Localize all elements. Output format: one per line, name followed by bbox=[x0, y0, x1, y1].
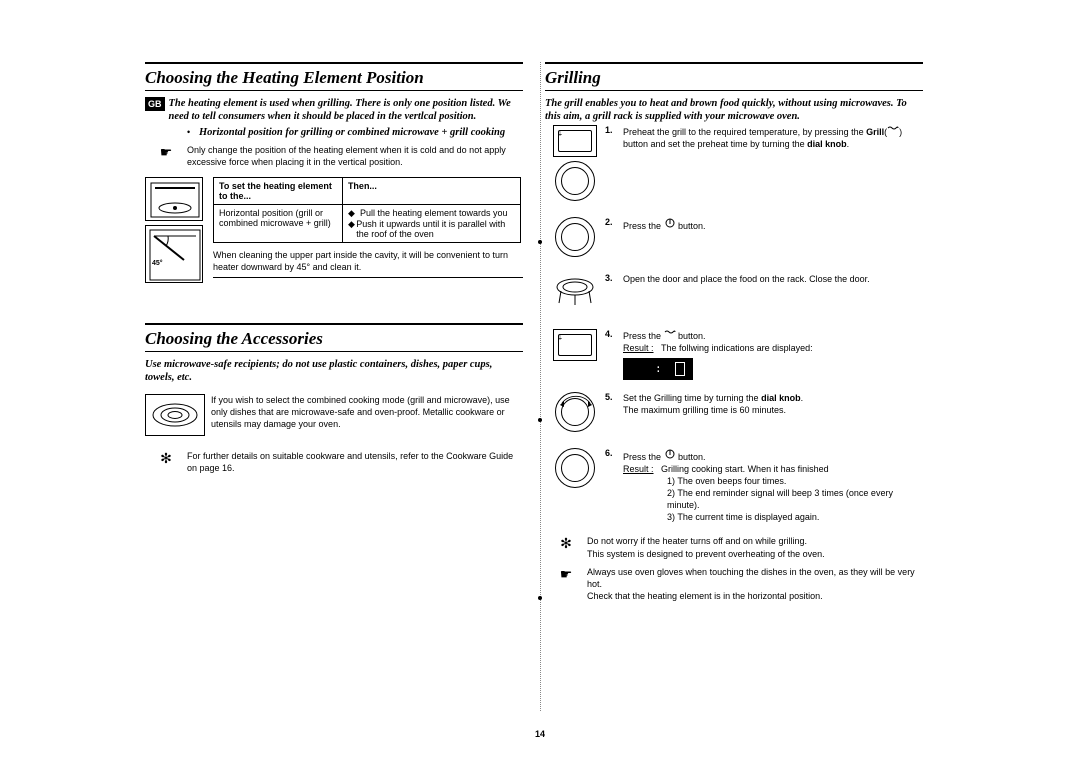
heating-element-title: Choosing the Heating Element Position bbox=[145, 68, 523, 88]
table-cell-action: ◆Pull the heating element towards you ◆P… bbox=[342, 204, 520, 242]
info-icon: ✻ bbox=[545, 535, 587, 550]
heating-position-table: To set the heating element to the... The… bbox=[213, 177, 521, 243]
heating-bullet: • Horizontal position for grilling or co… bbox=[187, 127, 523, 138]
step-number: 5. bbox=[605, 392, 623, 436]
grilling-note-2: Always use oven gloves when touching the… bbox=[587, 566, 923, 602]
heating-intro: The heating element is used when grillin… bbox=[169, 97, 524, 123]
lcd-display: : bbox=[623, 358, 693, 380]
start-icon bbox=[664, 217, 676, 227]
grill-panel-figure: ⏚ bbox=[553, 125, 597, 157]
cut-mark bbox=[538, 596, 542, 600]
column-divider bbox=[540, 62, 541, 711]
page-number: 14 bbox=[0, 729, 1080, 739]
oven-45deg-figure: 45° bbox=[145, 225, 203, 283]
accessories-title: Choosing the Accessories bbox=[145, 329, 523, 349]
hand-icon: ☛ bbox=[545, 566, 587, 581]
angle-label: 45° bbox=[152, 260, 163, 267]
start-button-figure bbox=[555, 217, 595, 257]
step-3-text: Open the door and place the food on the … bbox=[623, 273, 923, 317]
gb-badge: GB bbox=[145, 97, 165, 111]
info-icon: ✻ bbox=[145, 450, 187, 465]
start-button-figure bbox=[555, 448, 595, 488]
table-cell-position: Horizontal position (grill or combined m… bbox=[214, 204, 343, 242]
dial-figure bbox=[555, 392, 595, 432]
grill-icon bbox=[887, 125, 899, 135]
table-header-position: To set the heating element to the... bbox=[214, 177, 343, 204]
accessories-intro: Use microwave-safe recipients; do not us… bbox=[145, 358, 523, 384]
right-column: Grilling The grill enables you to heat a… bbox=[545, 62, 923, 608]
step-number: 4. bbox=[605, 329, 623, 379]
grilling-note-1: Do not worry if the heater turns off and… bbox=[587, 535, 923, 559]
cut-mark bbox=[538, 240, 542, 244]
grilling-title: Grilling bbox=[545, 68, 923, 88]
turntable-figure bbox=[145, 394, 205, 436]
grill-panel-figure: ⏚ bbox=[553, 329, 597, 361]
step-number: 6. bbox=[605, 448, 623, 524]
step-6-text: Press the button. Result : Grilling cook… bbox=[623, 448, 923, 524]
hand-icon: ☛ bbox=[145, 144, 187, 159]
step-number: 1. bbox=[605, 125, 623, 205]
rack-figure bbox=[553, 273, 597, 313]
start-icon bbox=[664, 448, 676, 458]
cut-mark bbox=[538, 418, 542, 422]
dial-figure bbox=[555, 161, 595, 201]
step-1-text: Preheat the grill to the required temper… bbox=[623, 125, 923, 205]
oven-horizontal-figure bbox=[145, 177, 203, 221]
heating-note: Only change the position of the heating … bbox=[187, 144, 523, 168]
step-4-text: Press the button. Result : The follwing … bbox=[623, 329, 923, 379]
step-number: 2. bbox=[605, 217, 623, 261]
left-column: Choosing the Heating Element Position GB… bbox=[145, 62, 523, 608]
accessories-body: If you wish to select the combined cooki… bbox=[211, 394, 523, 436]
step-5-text: Set the Grilling time by turning the dia… bbox=[623, 392, 923, 436]
grill-icon bbox=[664, 329, 676, 339]
manual-page: Choosing the Heating Element Position GB… bbox=[0, 0, 1080, 763]
table-footnote: When cleaning the upper part inside the … bbox=[213, 249, 523, 273]
grilling-intro: The grill enables you to heat and brown … bbox=[545, 97, 923, 123]
step-2-text: Press the button. bbox=[623, 217, 923, 261]
accessories-ref: For further details on suitable cookware… bbox=[187, 450, 523, 474]
table-header-action: Then... bbox=[342, 177, 520, 204]
step-number: 3. bbox=[605, 273, 623, 317]
